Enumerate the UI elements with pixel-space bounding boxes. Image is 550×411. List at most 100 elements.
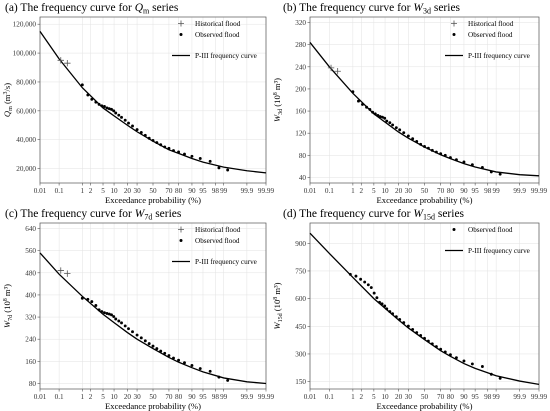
observed-flood-point [398, 128, 402, 132]
observed-flood-point [139, 336, 143, 340]
x-tick-label: 99.99 [531, 187, 548, 195]
x-tick-label: 5 [101, 393, 105, 401]
observed-flood-point [139, 131, 143, 134]
observed-flood-point [426, 339, 430, 343]
observed-flood-point [183, 361, 186, 365]
observed-flood-point [90, 300, 94, 304]
observed-flood-point [383, 304, 387, 308]
observed-flood-point [430, 148, 434, 152]
observed-flood-point [97, 102, 101, 106]
observed-flood-point [415, 331, 419, 335]
observed-flood-point [226, 378, 230, 382]
x-tick-label: 2 [359, 393, 363, 401]
x-tick-label: 20 [395, 187, 403, 195]
y-tick-label: 450 [295, 323, 306, 331]
observed-flood-point [454, 158, 458, 162]
x-tick-label: 70 [165, 393, 173, 401]
x-tick-label: 0.01 [34, 187, 47, 195]
observed-flood-point [385, 119, 389, 123]
observed-flood-point [100, 310, 104, 313]
x-tick-label: 99.99 [258, 393, 275, 401]
observed-flood-point [226, 168, 230, 172]
observed-flood-point [443, 153, 447, 157]
y-tick-label: 200 [295, 85, 306, 93]
y-tick-label: 560 [25, 247, 36, 255]
x-tick-label: 50 [149, 393, 157, 401]
x-tick-label: 99.9 [241, 393, 254, 401]
y-tick-label: 400 [25, 291, 36, 299]
x-tick-label: 98 [212, 393, 220, 401]
legend-label: Observed flood [468, 31, 513, 39]
x-tick-label: 2 [89, 393, 93, 401]
x-tick-label: 2 [359, 187, 363, 195]
y-tick-label: 640 [25, 225, 36, 233]
legend-historical-marker [178, 20, 184, 27]
observed-flood-point [380, 302, 384, 306]
observed-flood-point [394, 126, 398, 130]
x-tick-label: 90 [460, 393, 468, 401]
y-tick-label: 20,000 [16, 165, 36, 173]
x-tick-label: 98 [212, 187, 220, 195]
observed-flood-point [498, 172, 502, 176]
observed-flood-point [163, 145, 167, 149]
observed-flood-point [430, 342, 434, 346]
observed-flood-point [378, 115, 382, 119]
x-tick-label: 0.01 [304, 393, 317, 401]
legend-historical-marker [451, 20, 457, 27]
observed-flood-point [439, 347, 443, 351]
historical-flood-point [334, 68, 341, 75]
observed-flood-point [489, 170, 493, 174]
x-tick-label: 2 [89, 187, 93, 195]
observed-flood-point [434, 345, 438, 349]
observed-flood-point [86, 297, 90, 301]
observed-flood-point [480, 365, 484, 368]
x-tick-label: 10 [110, 187, 118, 195]
observed-flood-point [208, 159, 212, 163]
observed-flood-point [120, 321, 123, 325]
y-tick-label: 100,000 [13, 50, 37, 58]
observed-flood-point [135, 333, 139, 337]
observed-flood-point [155, 141, 159, 145]
observed-flood-point [177, 358, 181, 362]
observed-flood-point [378, 300, 381, 304]
historical-flood-point [57, 57, 64, 64]
observed-flood-point [105, 106, 109, 110]
y-axis-label: Qm (m3/s) [2, 83, 14, 117]
observed-flood-point [147, 136, 151, 140]
observed-flood-point [217, 375, 221, 379]
y-tick-label: 60,000 [16, 107, 36, 115]
observed-flood-point [112, 315, 116, 318]
legend-label: Observed flood [195, 237, 240, 245]
x-tick-label: 10 [110, 393, 118, 401]
y-axis-label: W15d (108 m³) [272, 282, 284, 329]
x-tick-label: 80 [447, 187, 455, 195]
x-tick-label: 30 [405, 187, 413, 195]
observed-flood-point [114, 111, 118, 115]
y-tick-label: 750 [295, 267, 306, 275]
observed-flood-point [419, 334, 423, 337]
observed-flood-point [372, 291, 376, 295]
y-tick-label: 80 [29, 380, 37, 388]
legend-label: Historical flood [195, 226, 241, 234]
observed-flood-point [380, 115, 384, 119]
observed-flood-point [198, 157, 202, 160]
observed-flood-point [462, 359, 466, 363]
x-tick-label: 70 [165, 187, 173, 195]
observed-flood-point [489, 372, 493, 376]
historical-flood-point [64, 59, 71, 67]
y-tick-label: 80 [299, 152, 307, 160]
y-tick-label: 320 [25, 314, 36, 322]
observed-flood-point [105, 312, 109, 315]
observed-flood-point [354, 274, 358, 278]
observed-flood-point [120, 115, 123, 119]
observed-flood-point [443, 350, 447, 354]
y-tick-label: 150 [295, 378, 306, 386]
y-axis-label: W7d (108 m³) [2, 284, 14, 328]
y-tick-label: 240 [25, 336, 36, 344]
observed-flood-point [131, 124, 134, 128]
observed-flood-point [167, 146, 171, 150]
x-tick-label: 99 [493, 393, 501, 401]
observed-flood-point [373, 112, 377, 116]
x-tick-label: 20 [395, 393, 403, 401]
x-tick-label: 70 [437, 393, 445, 401]
